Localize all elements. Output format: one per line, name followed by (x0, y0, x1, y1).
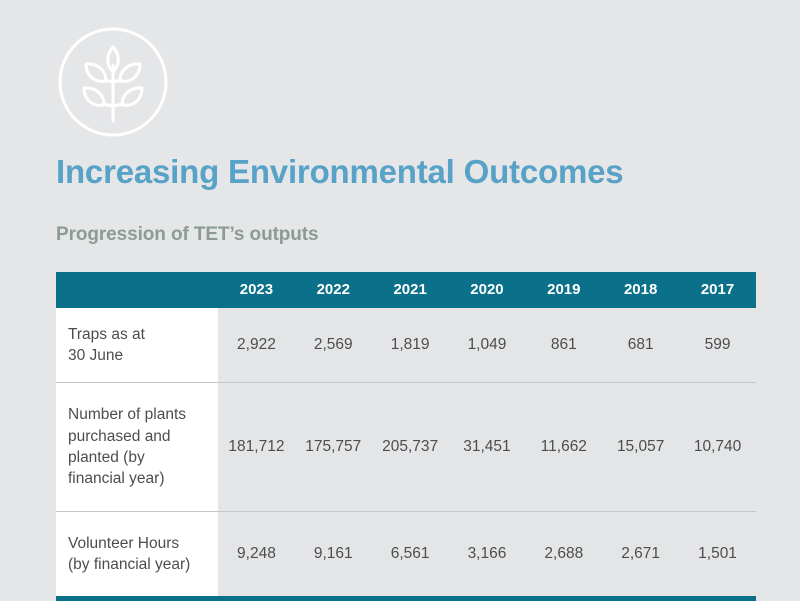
row-label-line: Number of plants (68, 406, 187, 424)
column-header-2021: 2021 (371, 272, 449, 308)
table-row: Volunteer Hours (by financial year) 9,24… (56, 511, 756, 596)
table-row: Traps as at 30 June 2,922 2,569 1,819 1,… (56, 308, 756, 383)
column-header-2017: 2017 (679, 272, 756, 308)
cell-volunteer-2019: 2,688 (525, 511, 603, 596)
cell-volunteer-2018: 2,671 (602, 511, 680, 596)
row-label-line: Volunteer Hours (68, 534, 180, 552)
column-header-2019: 2019 (525, 272, 603, 308)
row-label-volunteer-hours: Volunteer Hours (by financial year) (56, 511, 219, 596)
cell-volunteer-2023: 9,248 (218, 511, 295, 596)
cell-traps-2021: 1,819 (371, 308, 449, 383)
cell-plants-2021: 205,737 (371, 382, 449, 512)
cell-plants-2017: 10,740 (679, 382, 756, 512)
cell-traps-2023: 2,922 (218, 308, 295, 383)
cell-traps-2020: 1,049 (448, 308, 526, 383)
cell-traps-2017: 599 (679, 308, 756, 383)
row-label-line: purchased and (68, 427, 171, 445)
cell-volunteer-2021: 6,561 (371, 511, 449, 596)
cell-plants-2018: 15,057 (602, 382, 680, 512)
row-label-plants: Number of plants purchased and planted (… (56, 382, 219, 512)
cell-plants-2023: 181,712 (218, 382, 295, 512)
cell-plants-2022: 175,757 (294, 382, 372, 512)
cell-plants-2019: 11,662 (525, 382, 603, 512)
page-title: Increasing Environmental Outcomes (56, 153, 624, 190)
cell-traps-2022: 2,569 (294, 308, 372, 383)
row-label-line: financial year) (68, 470, 165, 488)
table-body: Traps as at 30 June 2,922 2,569 1,819 1,… (56, 308, 756, 596)
page-root: Increasing Environmental Outcomes Progre… (56, 25, 756, 601)
plant-sprig-in-circle-icon (56, 25, 170, 139)
cell-volunteer-2022: 9,161 (294, 511, 372, 596)
cell-volunteer-2020: 3,166 (448, 511, 526, 596)
page-subtitle: Progression of TET’s outputs (56, 224, 319, 245)
cell-traps-2019: 861 (525, 308, 603, 383)
row-label-line: Traps as at (68, 325, 145, 343)
column-header-2022: 2022 (294, 272, 372, 308)
table-bottom-rule (56, 596, 756, 601)
row-label-line: (by financial year) (68, 556, 191, 573)
table-row: Number of plants purchased and planted (… (56, 382, 756, 512)
cell-volunteer-2017: 1,501 (679, 511, 756, 596)
column-header-2020: 2020 (448, 272, 526, 308)
row-label-traps: Traps as at 30 June (56, 308, 219, 383)
table-header-row: 2023 2022 2021 2020 2019 2018 2017 (56, 272, 756, 308)
outputs-table-wrapper: 2023 2022 2021 2020 2019 2018 2017 Traps… (56, 272, 756, 601)
outputs-table: 2023 2022 2021 2020 2019 2018 2017 Traps… (56, 272, 756, 596)
table-header: 2023 2022 2021 2020 2019 2018 2017 (56, 272, 756, 308)
column-header-2018: 2018 (602, 272, 680, 308)
row-label-line: planted (by (68, 449, 145, 466)
cell-traps-2018: 681 (602, 308, 680, 383)
row-label-line: 30 June (68, 347, 124, 364)
column-header-2023: 2023 (218, 272, 295, 308)
table-header-corner (56, 272, 219, 308)
cell-plants-2020: 31,451 (448, 382, 526, 512)
